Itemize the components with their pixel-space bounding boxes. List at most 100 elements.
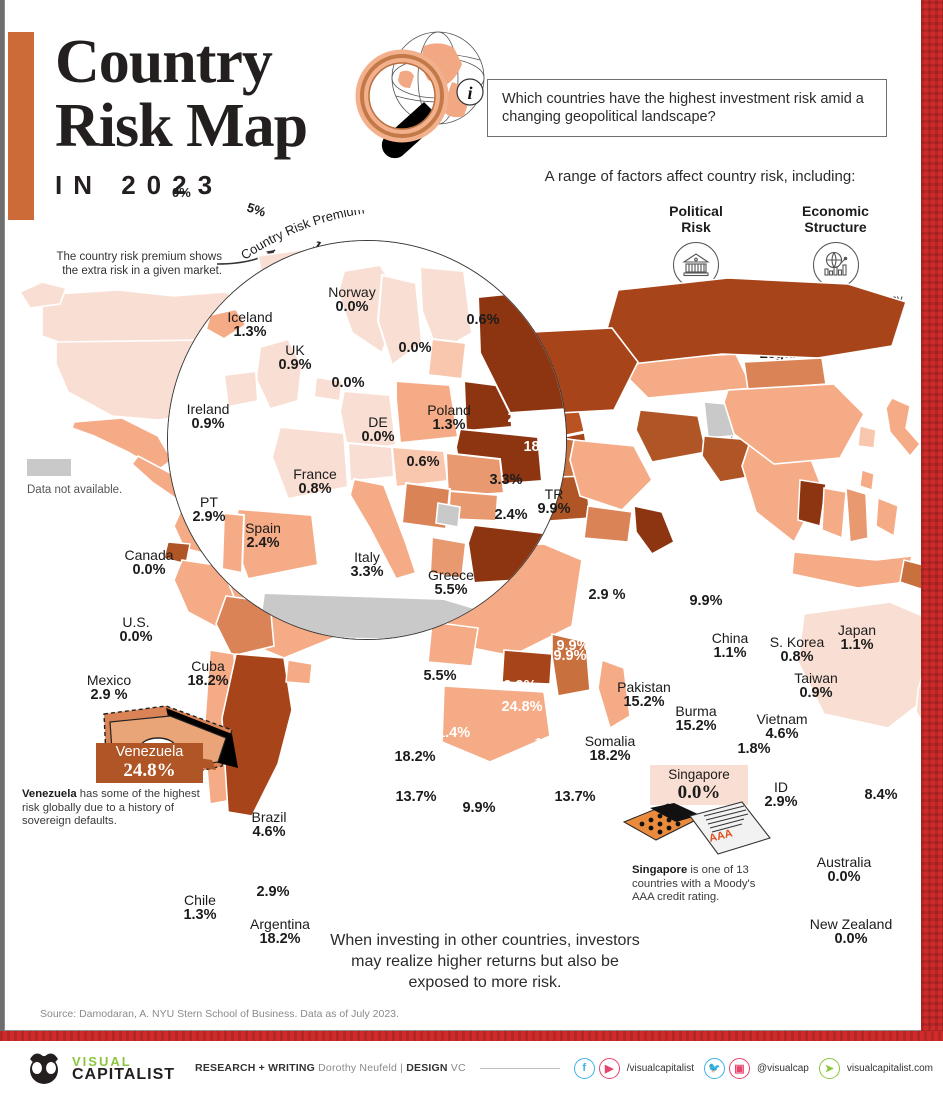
singapore-callout: Singapore 0.0% [650,765,748,805]
label-netherlands: 0.0% [331,375,365,391]
label-portugal: PT 2.9% [192,494,226,526]
country-japan [885,397,921,458]
question-text: Which countries have the highest investm… [502,91,864,125]
bottom-caption: When investing in other countries, inves… [330,932,640,991]
label-zimbabwe: 9.9% [462,800,496,816]
country-ethiopia [583,505,633,543]
label-ethiopia: 13.7% [534,736,576,752]
country-mozambique [551,632,591,697]
label-bolivia: 11.4% [209,842,251,858]
cursor-icon[interactable]: ➤ [818,1057,840,1079]
europe-map [168,241,566,639]
country-skorea [857,425,877,449]
label-poland: Poland 1.3% [427,402,471,434]
country-alaska [18,281,68,309]
eu-alps [346,441,396,483]
design-name: VC [450,1062,466,1074]
country-madagascar [597,658,631,730]
label-canada: Canada 0.0% [124,547,174,579]
country-saudi [569,439,653,511]
handle-website[interactable]: visualcapitalist.com [846,1062,933,1074]
research-label: RESEARCH + WRITING [195,1062,316,1074]
label-uruguay: 2.9% [256,884,290,900]
singapore-callout-name: Singapore [668,767,730,782]
label-austria: 0.6% [406,454,440,470]
label-japan: Japan 1.1% [837,622,877,654]
country-nz [915,676,921,721]
eu-france [270,425,350,501]
label-norway: Norway 0.0% [328,284,376,316]
label-ukraine: 18.2% [523,439,565,455]
label-png: 8.4% [864,787,898,803]
country-mexico [70,417,174,471]
label-romania: 3.3% [489,472,523,488]
label-cuba: Cuba 18.2% [187,658,229,690]
calculator-aaa-illustration: AAA [622,801,771,855]
eu-greece [428,535,468,581]
instagram-icon[interactable]: ▣ [729,1057,750,1079]
country-russia [605,277,908,365]
twitter-icon[interactable]: 🐦 [704,1057,725,1079]
label-germany: DE 0.0% [361,414,395,446]
label-angola: 13.7% [395,789,437,805]
venezuela-note: Venezuela has some of the highest risk g… [22,788,202,829]
country-indonesia [791,551,913,589]
country-somalia [633,504,676,556]
label-mongolia: 9.9% [689,593,723,609]
factor-title-2: Structure [804,219,867,235]
label-taiwan: Taiwan 0.9% [794,670,838,702]
label-ireland: Ireland 0.9% [186,401,230,433]
country-china [723,383,865,465]
magnifier-illustration: i [355,31,485,159]
label-finland: 0.6% [466,312,500,328]
social-group-twitter-instagram: 🐦 ▣ @visualcap [704,1057,809,1079]
frame-edge-bottom [0,1031,943,1041]
singapore-note-rest: is one of 13 countries with a Moody's AA… [632,864,756,903]
facebook-icon[interactable]: f [573,1057,595,1079]
label-iceland: Iceland 1.3% [227,309,273,341]
singapore-callout-value: 0.0% [677,782,721,803]
country-vietnam [845,486,869,543]
frame-edge-right [921,0,943,1040]
country-png [899,559,921,590]
eu-ireland [222,369,260,409]
credit-divider [479,1067,560,1069]
label-nz: New Zealand 0.0% [809,916,893,948]
title-line-1: Country [55,28,273,96]
label-france: France 0.8% [293,466,337,498]
label-pakistan: Pakistan 15.2% [617,679,671,711]
label-us: U.S. 0.0% [119,614,153,646]
credits: RESEARCH + WRITING Dorothy Neufeld | DES… [195,1062,466,1074]
eu-poland [395,379,460,445]
label-skorea: S. Korea 0.8% [769,634,825,666]
nodata-swatch [27,459,71,476]
country-iran [635,409,707,463]
logo-capitalist: CAPITALIST [72,1066,176,1083]
label-chile: Chile 1.3% [183,892,217,924]
footer-bar: VISUAL CAPITALIST RESEARCH + WRITING Dor… [0,1041,943,1095]
label-turkey: TR 9.9% [537,486,571,518]
legend-tick-0: 0% [172,185,191,200]
question-box: Which countries have the highest investm… [487,79,887,137]
handle-visualcap[interactable]: @visualcap [757,1062,809,1074]
eu-balkans-nodata [435,502,461,528]
title-line-2: Risk Map [55,92,308,160]
label-mexico: Mexico 2.9 % [86,672,132,704]
singapore-note-bold: Singapore [632,864,688,876]
social-group-facebook-youtube: f ▶ /visualcapitalist [573,1057,694,1079]
label-greece: Greece 5.5% [428,567,474,599]
label-sweden: 0.0% [398,340,432,356]
handle-visualcapitalist[interactable]: /visualcapitalist [626,1062,694,1074]
label-somalia: Somalia 18.2% [584,733,636,765]
label-china: China 1.1% [711,630,749,662]
eu-iceland [204,307,248,341]
country-angola [427,621,479,667]
youtube-icon[interactable]: ▶ [598,1057,620,1079]
country-zimbabwe [501,649,553,685]
label-australia: Australia 0.0% [816,854,872,886]
svg-text:AAA: AAA [708,827,734,844]
page-title: Country Risk Map IN 2023 [55,30,385,201]
country-burma [797,479,827,527]
eu-romania [444,451,506,499]
country-australia [797,601,921,729]
